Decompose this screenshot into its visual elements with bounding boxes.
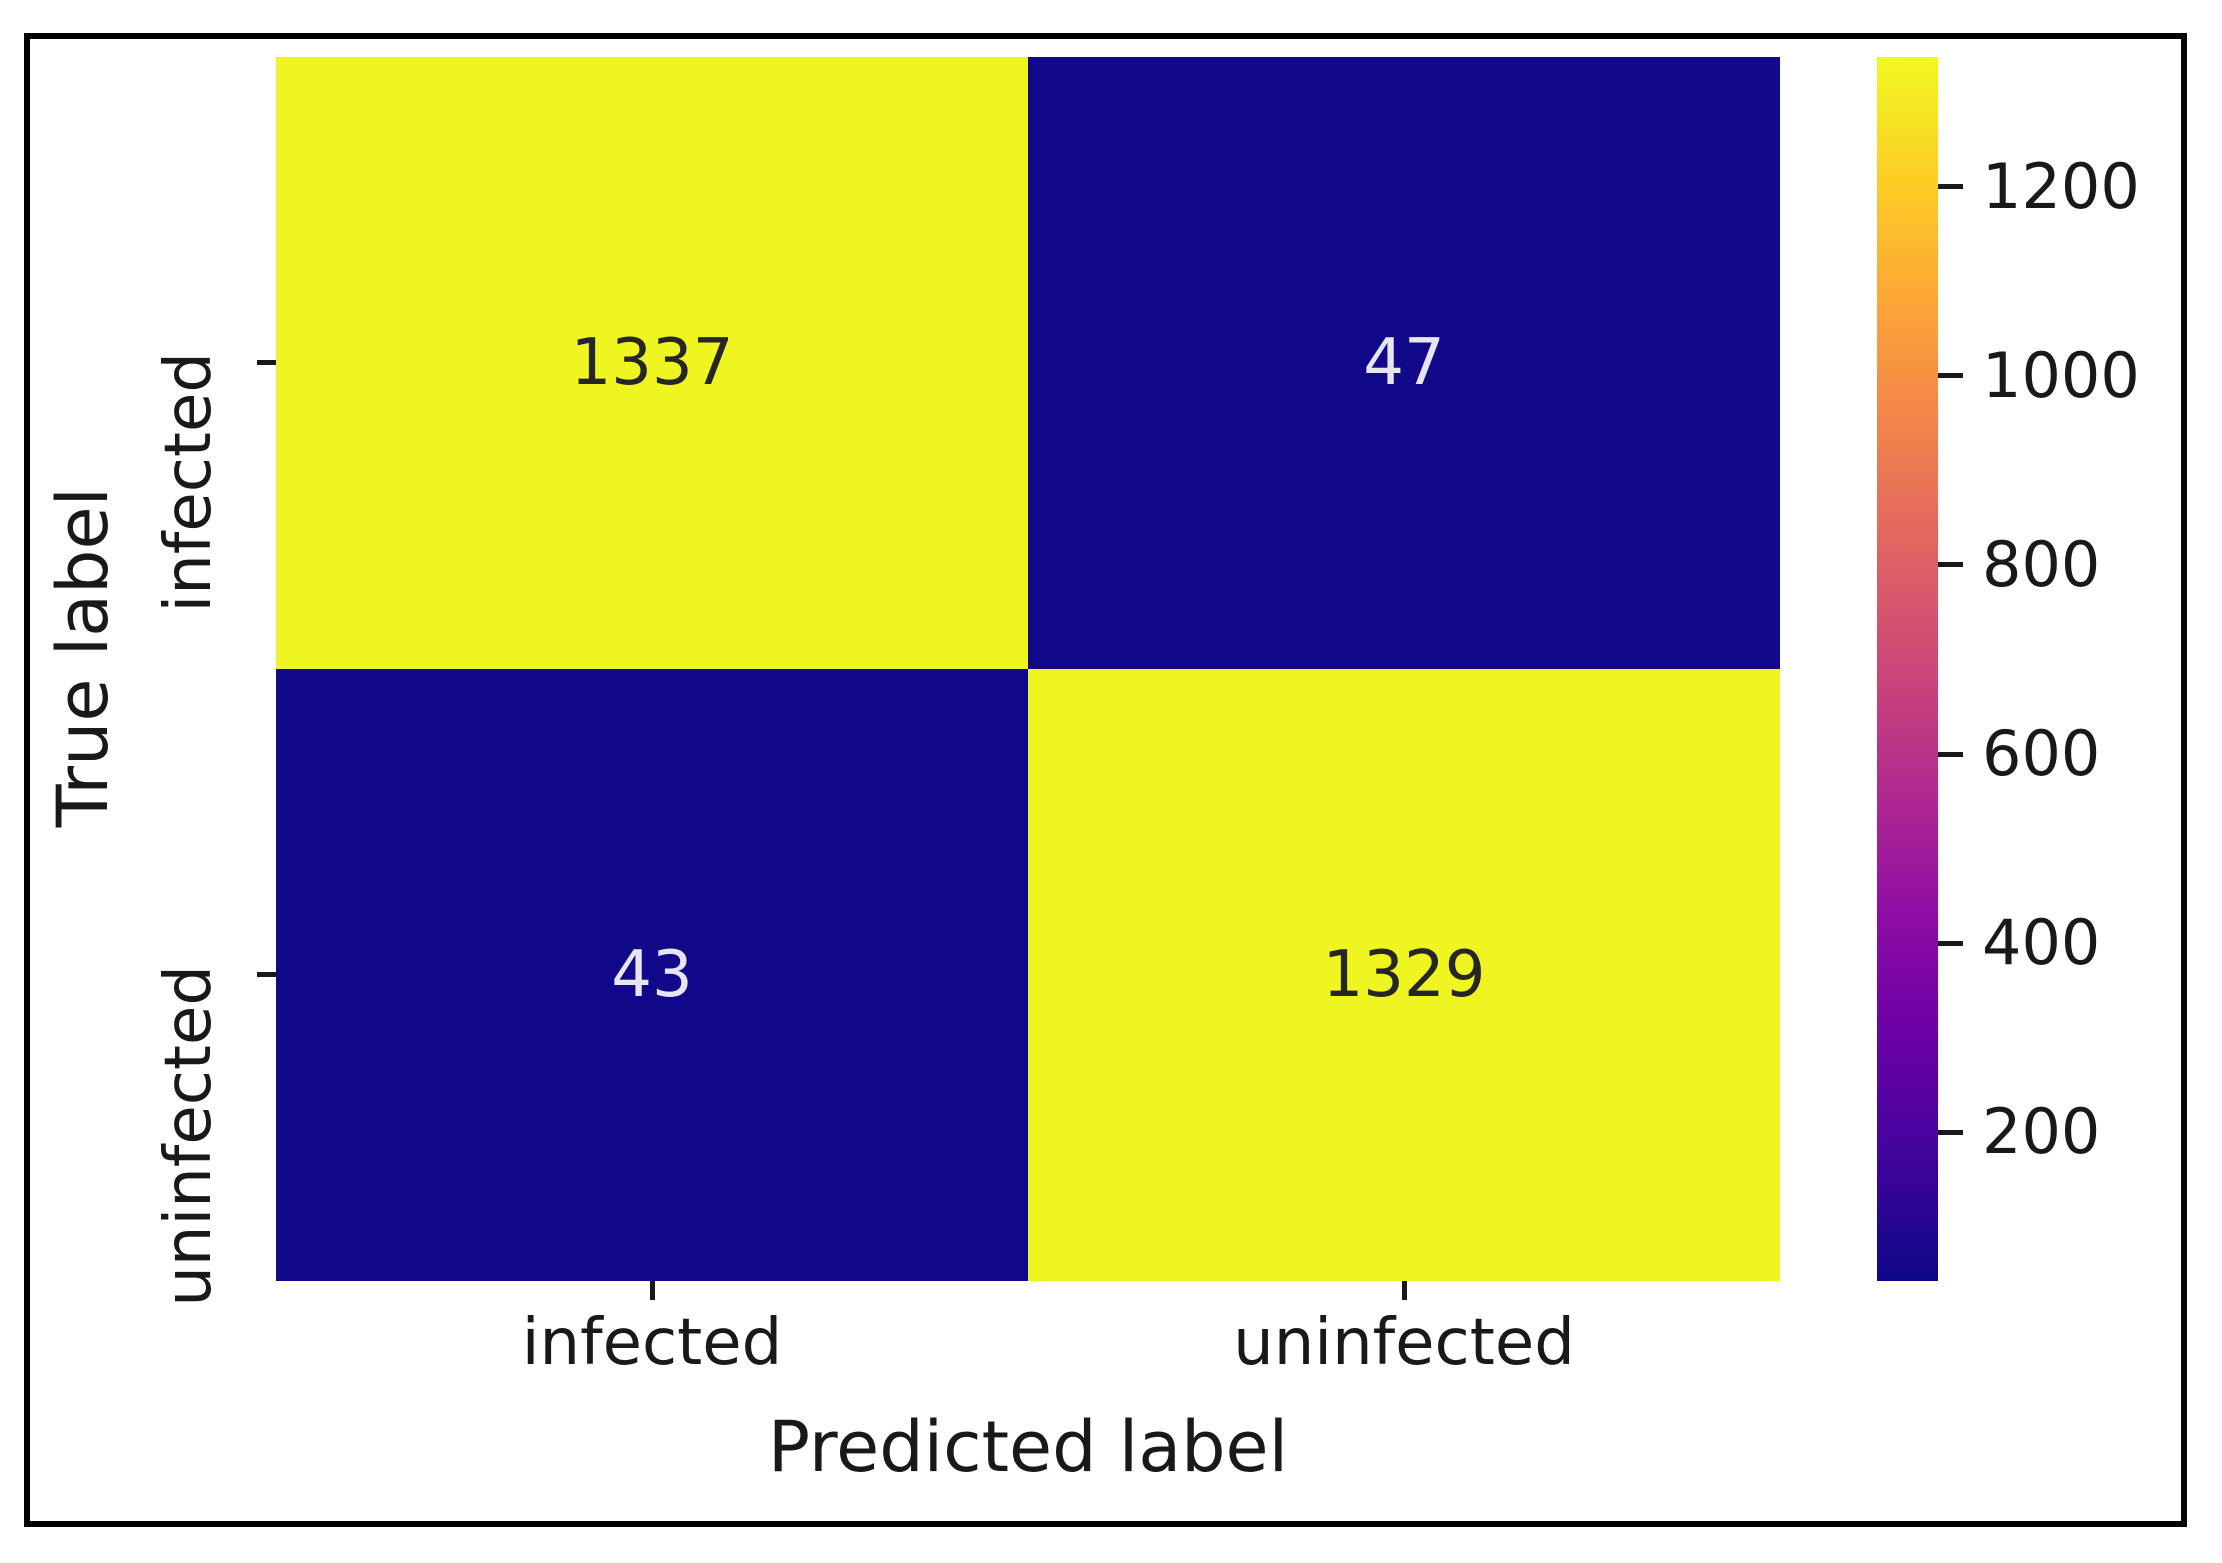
x-tick-mark-infected (650, 1281, 655, 1300)
colorbar-tick-mark-800 (1938, 562, 1963, 568)
x-tick-label-uninfected: uninfected (1233, 1306, 1575, 1380)
colorbar-tick-label-600: 600 (1982, 717, 2101, 791)
matrix-cell-true-infected-pred-infected: 1337 (276, 57, 1028, 669)
colorbar-tick-mark-1200 (1938, 184, 1963, 190)
matrix-cell-true-uninfected-pred-infected: 43 (276, 669, 1028, 1281)
matrix-cell-true-uninfected-pred-uninfected: 1329 (1028, 669, 1780, 1281)
colorbar-gradient (1877, 57, 1938, 1281)
colorbar-tick-mark-400 (1938, 940, 1963, 946)
y-tick-mark-uninfected (257, 972, 276, 977)
x-axis-label: Predicted label (767, 1406, 1289, 1488)
confusion-matrix: 1337 47 43 1329 (276, 57, 1780, 1281)
colorbar-tick-mark-200 (1938, 1129, 1963, 1135)
y-axis-label: True label (42, 487, 124, 828)
colorbar-tick-label-200: 200 (1982, 1095, 2101, 1169)
colorbar-tick-label-1200: 1200 (1982, 149, 2140, 223)
matrix-cell-true-infected-pred-uninfected: 47 (1028, 57, 1780, 669)
x-tick-mark-uninfected (1402, 1281, 1407, 1300)
colorbar-tick-label-400: 400 (1982, 906, 2101, 980)
x-tick-label-infected: infected (521, 1306, 783, 1380)
colorbar-tick-label-1000: 1000 (1982, 338, 2140, 412)
y-tick-mark-infected (257, 360, 276, 365)
colorbar-tick-mark-1000 (1938, 373, 1963, 379)
y-tick-label-infected: infected (152, 352, 226, 613)
y-tick-label-uninfected: uninfected (152, 965, 226, 1307)
colorbar-tick-label-800: 800 (1982, 527, 2101, 601)
colorbar-tick-mark-600 (1938, 751, 1963, 757)
